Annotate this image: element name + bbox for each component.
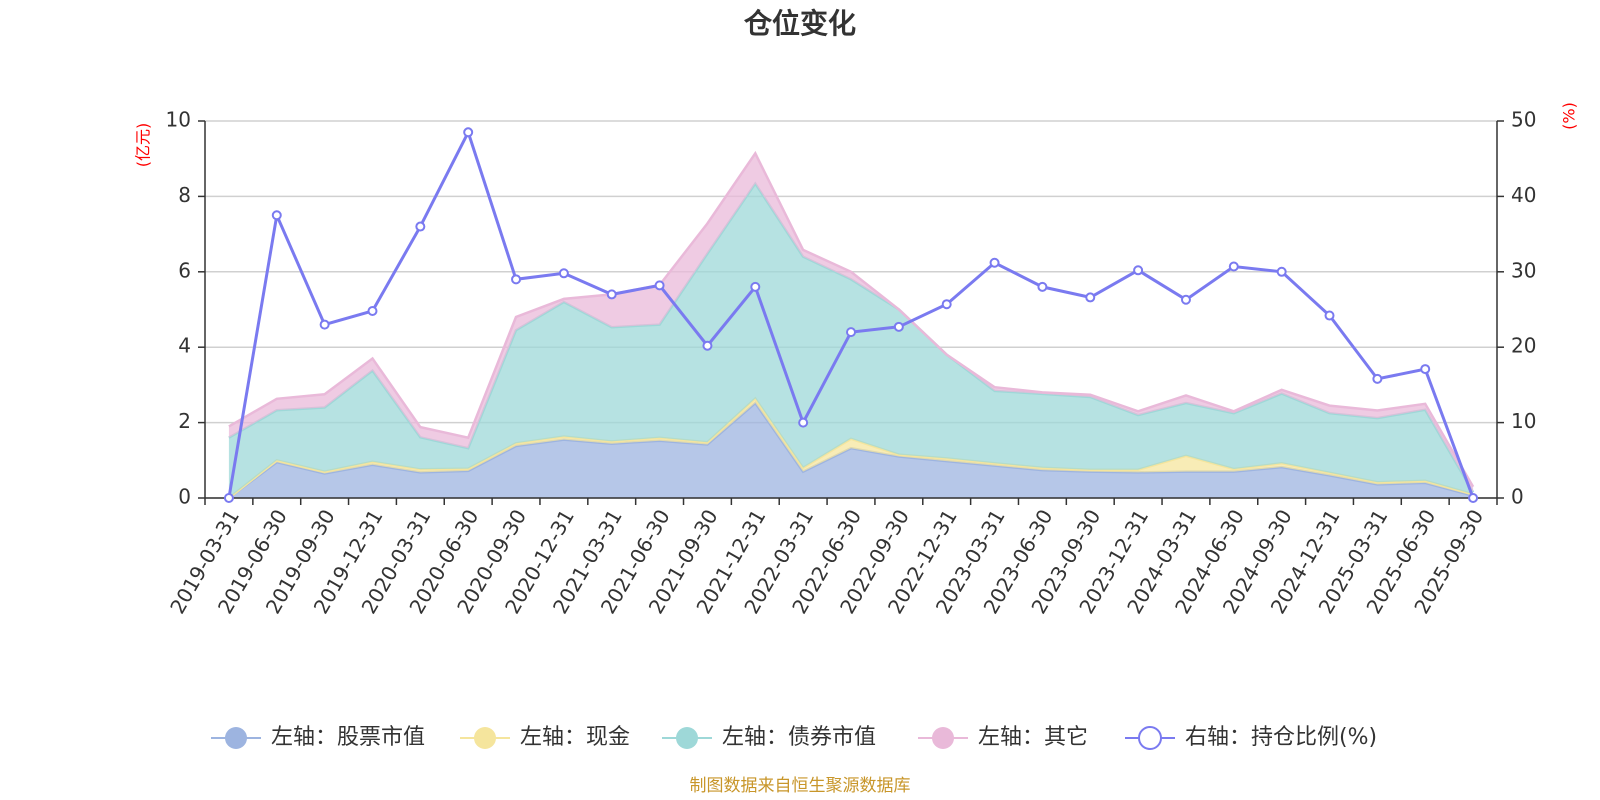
chart-title: 仓位变化 bbox=[744, 7, 856, 40]
ratio-point bbox=[558, 268, 569, 279]
ratio-point bbox=[511, 274, 522, 285]
ratio-point bbox=[1037, 281, 1048, 292]
legend-label: 右轴：持仓比例(%) bbox=[1185, 725, 1377, 750]
ratio-point bbox=[1180, 294, 1191, 305]
legend-marker bbox=[932, 727, 954, 749]
ratio-point bbox=[1085, 292, 1096, 303]
ratio-point bbox=[798, 417, 809, 428]
right-tick-label: 50 bbox=[1511, 108, 1536, 132]
ratio-point bbox=[1420, 364, 1431, 375]
area-edge-3 bbox=[228, 150, 1475, 488]
data-source-footer: 制图数据来自恒生聚源数据库 bbox=[690, 776, 911, 796]
right-tick-label: 0 bbox=[1511, 485, 1524, 509]
legend-marker bbox=[1138, 726, 1162, 750]
left-tick-label: 4 bbox=[178, 334, 191, 358]
legend-item[interactable]: 左轴：现金 bbox=[460, 725, 630, 750]
left-tick-label: 10 bbox=[166, 108, 191, 132]
right-axis-unit: (%) bbox=[1560, 102, 1579, 130]
ratio-point bbox=[654, 280, 665, 291]
right-tick-label: 20 bbox=[1511, 334, 1536, 358]
ratio-point bbox=[367, 306, 378, 317]
ratio-point bbox=[1468, 493, 1479, 503]
ratio-point bbox=[1372, 373, 1383, 384]
area-series-3 bbox=[228, 153, 1474, 493]
legend-marker bbox=[676, 727, 698, 749]
right-tick-label: 40 bbox=[1511, 183, 1536, 207]
right-tick-label: 30 bbox=[1511, 258, 1536, 282]
area-series-0 bbox=[228, 403, 1474, 498]
ratio-point bbox=[1276, 266, 1287, 277]
ratio-point bbox=[702, 340, 713, 351]
ratio-point bbox=[606, 289, 617, 300]
ratio-point bbox=[941, 299, 952, 310]
legend-label: 左轴：股票市值 bbox=[271, 725, 425, 750]
legend-label: 左轴：现金 bbox=[520, 725, 630, 750]
left-tick-label: 2 bbox=[178, 409, 191, 433]
ratio-point bbox=[271, 210, 282, 221]
left-axis-unit: (亿元) bbox=[134, 123, 153, 168]
area-series-2 bbox=[228, 183, 1474, 498]
right-tick-label: 10 bbox=[1511, 409, 1536, 433]
ratio-point bbox=[989, 257, 1000, 268]
ratio-point bbox=[750, 281, 761, 292]
ratio-point bbox=[319, 319, 330, 330]
left-tick-label: 6 bbox=[178, 258, 191, 282]
ratio-point bbox=[415, 221, 426, 232]
stacked-areas bbox=[228, 150, 1475, 500]
ratio-point bbox=[846, 327, 856, 338]
left-tick-label: 8 bbox=[178, 183, 191, 207]
ratio-point bbox=[1133, 265, 1144, 276]
ratio-point bbox=[1228, 261, 1239, 272]
ratio-point bbox=[1324, 310, 1335, 321]
legend-item[interactable]: 左轴：其它 bbox=[918, 725, 1088, 750]
legend[interactable]: 左轴：股票市值 左轴：现金 左轴：债券市值 左轴：其它 右轴：持仓比例(%) bbox=[211, 725, 1377, 750]
legend-marker bbox=[474, 727, 496, 749]
legend-item[interactable]: 左轴：债券市值 bbox=[662, 725, 876, 750]
legend-label: 左轴：债券市值 bbox=[722, 725, 876, 750]
ratio-line bbox=[223, 127, 1479, 503]
legend-item[interactable]: 右轴：持仓比例(%) bbox=[1125, 725, 1377, 750]
ratio-point bbox=[463, 127, 474, 138]
legend-item[interactable]: 左轴：股票市值 bbox=[211, 725, 425, 750]
legend-label: 左轴：其它 bbox=[978, 725, 1088, 750]
left-tick-label: 0 bbox=[178, 485, 191, 509]
legend-marker bbox=[225, 727, 247, 749]
ratio-point bbox=[223, 493, 234, 503]
ratio-point bbox=[893, 321, 904, 332]
